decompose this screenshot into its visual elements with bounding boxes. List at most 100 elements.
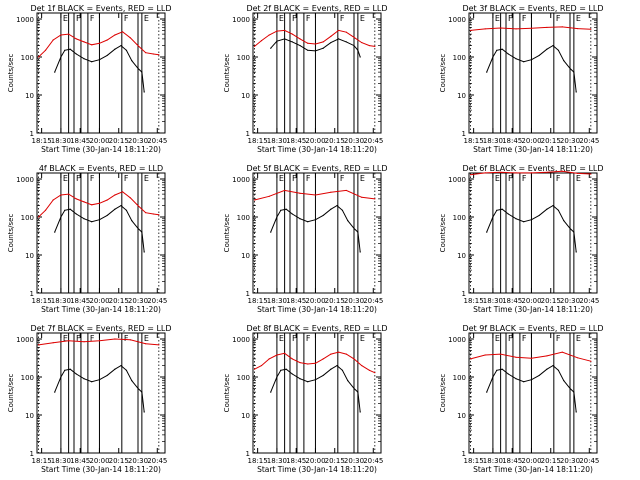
events-data-point — [563, 380, 565, 382]
events-data-point — [98, 59, 101, 61]
events-data-point — [106, 374, 108, 377]
y-tick-label: 10 — [241, 412, 250, 420]
events-data-point — [299, 218, 301, 220]
x-tick-label: 20:30 — [128, 297, 148, 305]
lld-data-point — [158, 214, 160, 216]
x-tick-label: 20:00 — [305, 297, 325, 305]
y-tick-label: 10 — [25, 412, 34, 420]
events-data-point — [496, 49, 498, 51]
events-data-point — [280, 209, 282, 211]
chart-panel-9: Det 9f BLACK = Events, RED = LLD 1 10 100 10… — [439, 324, 604, 474]
x-tick-label: 20:15 — [109, 457, 129, 465]
x-axis-label: Start Time (30-Jan-14 18:11:20) — [473, 305, 593, 314]
x-axis-label: Start Time (30-Jan-14 18:11:20) — [41, 305, 161, 314]
chart-panel-1: Det 1f BLACK = Events, RED = LLD 1 10 100 10… — [7, 4, 172, 154]
events-data-point — [60, 376, 62, 378]
lld-data-point — [374, 372, 376, 374]
lld-data-point — [60, 194, 62, 196]
lld-data-point — [253, 45, 256, 48]
y-tick-label: 1000 — [232, 176, 250, 184]
chart-title: Det 3f BLACK = Events, RED = LLD — [462, 4, 603, 13]
y-tick-label: 100 — [453, 54, 466, 62]
lld-data-point — [330, 35, 332, 37]
lld-data-point — [561, 170, 563, 172]
lld-data-point — [515, 28, 517, 30]
lld-series-line — [254, 189, 375, 201]
lld-series-line — [470, 351, 591, 362]
chart-panel-6: Det 6f BLACK = Events, RED = LLD 1 10 100 10… — [439, 164, 604, 314]
events-data-point — [359, 251, 361, 253]
y-tick-label: 1 — [30, 130, 34, 138]
lld-data-point — [577, 27, 579, 30]
events-data-point — [54, 391, 56, 393]
events-data-point — [106, 54, 108, 57]
x-tick-label: 20:30 — [560, 137, 580, 145]
x-tick-label: 18:45 — [502, 457, 522, 465]
x-tick-label: 18:30 — [483, 297, 503, 305]
lld-data-point — [314, 43, 317, 45]
events-data-point — [507, 373, 509, 375]
events-data-point — [575, 411, 577, 413]
lld-data-point — [307, 42, 309, 44]
segment-label: E — [495, 14, 500, 23]
events-data-point — [538, 374, 540, 377]
x-tick-label: 18:45 — [286, 137, 306, 145]
lld-data-point — [561, 26, 563, 28]
chart-title: Det 1f BLACK = Events, RED = LLD — [30, 4, 171, 13]
lld-data-point — [500, 27, 502, 29]
chart-title: Det 2f BLACK = Events, RED = LLD — [246, 4, 387, 13]
plot-frame — [36, 172, 166, 294]
events-data-point — [552, 204, 554, 207]
events-data-point — [141, 71, 143, 73]
x-tick-label: 20:30 — [128, 137, 148, 145]
events-data-point — [322, 374, 324, 377]
x-tick-label: 20:15 — [325, 297, 345, 305]
lld-data-point — [106, 199, 108, 201]
events-data-point — [515, 378, 517, 380]
events-data-point — [120, 204, 122, 207]
segment-label: E — [360, 14, 365, 23]
lld-series-line — [38, 338, 159, 346]
events-data-point — [336, 204, 338, 207]
lld-data-point — [260, 40, 263, 42]
y-tick-label: 1000 — [232, 16, 250, 24]
x-tick-label: 20:45 — [579, 137, 599, 145]
lld-data-point — [345, 353, 347, 355]
y-tick-label: 1000 — [448, 176, 466, 184]
x-tick-label: 20:15 — [541, 137, 561, 145]
segment-label: E — [63, 334, 68, 343]
events-data-point — [285, 208, 287, 210]
lld-data-point — [368, 369, 371, 371]
y-axis-label: Counts/sec — [7, 214, 15, 253]
lld-data-point — [515, 172, 517, 174]
events-data-point — [54, 71, 56, 73]
events-data-point — [573, 231, 575, 233]
segment-label: E — [144, 14, 149, 23]
lld-data-point — [284, 352, 286, 354]
x-axis-label: Start Time (30-Jan-14 18:11:20) — [41, 145, 161, 154]
events-data-point — [69, 208, 71, 210]
segment-label: E — [63, 174, 68, 183]
x-tick-label: 20:30 — [344, 297, 364, 305]
events-series-line — [54, 44, 145, 93]
y-tick-label: 1000 — [232, 336, 250, 344]
lld-data-point — [75, 198, 77, 200]
lld-data-point — [561, 351, 563, 353]
lld-data-point — [284, 189, 286, 192]
events-data-point — [569, 67, 571, 70]
segment-label: E — [279, 334, 284, 343]
events-data-point — [143, 251, 145, 253]
lld-data-point — [374, 198, 376, 200]
events-data-point — [353, 227, 355, 230]
plot-frame — [252, 332, 382, 454]
lld-series-line — [38, 191, 159, 218]
segment-label: F — [508, 14, 513, 23]
events-series-line — [270, 364, 361, 413]
lld-data-point — [268, 195, 270, 197]
plot-frame — [252, 172, 382, 294]
x-tick-label: 20:45 — [579, 297, 599, 305]
lld-data-point — [361, 41, 363, 44]
lld-data-point — [276, 30, 278, 32]
segment-label: F — [508, 174, 513, 183]
events-data-point — [91, 61, 93, 63]
